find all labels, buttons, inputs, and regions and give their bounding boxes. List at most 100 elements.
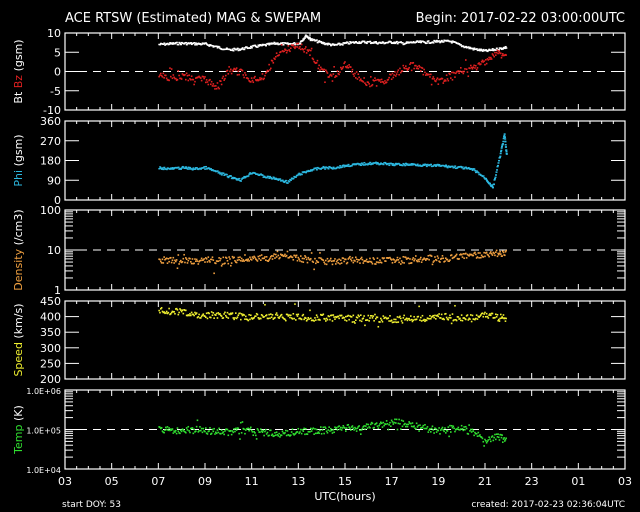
data-point bbox=[198, 313, 200, 316]
data-point bbox=[404, 318, 406, 321]
begin-time: Begin: 2017-02-22 03:00:00UTC bbox=[416, 11, 625, 26]
data-point bbox=[303, 51, 305, 53]
data-point bbox=[249, 428, 251, 430]
x-tick-label: 03 bbox=[618, 475, 632, 488]
data-point bbox=[268, 63, 270, 66]
data-point bbox=[340, 66, 342, 69]
data-point bbox=[193, 42, 196, 44]
data-point bbox=[195, 76, 198, 79]
data-point bbox=[295, 254, 298, 257]
data-point bbox=[359, 79, 361, 82]
data-point bbox=[460, 424, 463, 427]
data-point bbox=[395, 260, 397, 262]
data-point bbox=[419, 164, 422, 166]
data-point bbox=[310, 258, 312, 260]
data-point bbox=[322, 42, 325, 45]
data-point bbox=[315, 314, 318, 317]
data-point bbox=[345, 262, 348, 265]
data-point bbox=[161, 258, 164, 261]
data-point bbox=[231, 48, 234, 50]
data-point bbox=[345, 315, 347, 318]
data-point bbox=[467, 75, 470, 78]
data-point bbox=[363, 425, 365, 427]
data-point bbox=[348, 318, 350, 321]
data-point bbox=[395, 318, 397, 321]
data-point bbox=[479, 252, 481, 254]
data-point bbox=[473, 318, 475, 321]
data-point bbox=[238, 73, 240, 76]
data-point bbox=[271, 178, 274, 180]
data-point bbox=[209, 78, 211, 81]
data-point bbox=[332, 428, 335, 431]
data-point bbox=[470, 428, 472, 431]
data-point bbox=[305, 427, 307, 430]
data-point bbox=[158, 167, 161, 170]
data-point bbox=[357, 259, 360, 261]
data-point bbox=[354, 260, 356, 262]
data-point bbox=[188, 314, 190, 317]
data-point bbox=[334, 318, 336, 320]
data-point bbox=[447, 426, 450, 428]
data-point bbox=[168, 307, 170, 310]
data-point bbox=[435, 259, 438, 262]
data-point bbox=[179, 432, 181, 435]
data-point bbox=[226, 311, 229, 314]
data-point bbox=[342, 257, 345, 260]
data-point bbox=[195, 312, 198, 314]
data-point bbox=[450, 42, 453, 44]
data-point bbox=[488, 436, 490, 439]
data-point bbox=[300, 260, 303, 263]
data-point bbox=[366, 261, 369, 263]
data-point bbox=[405, 258, 408, 260]
data-point bbox=[331, 263, 334, 266]
data-point bbox=[377, 78, 380, 81]
data-point bbox=[276, 54, 279, 57]
data-point bbox=[503, 46, 506, 49]
data-point bbox=[333, 260, 335, 262]
data-point bbox=[395, 418, 398, 421]
data-point bbox=[322, 259, 325, 262]
data-point bbox=[334, 258, 336, 260]
data-point bbox=[477, 49, 480, 52]
data-point bbox=[220, 429, 223, 432]
data-point bbox=[420, 41, 422, 44]
data-point bbox=[446, 318, 449, 320]
data-point bbox=[290, 314, 292, 317]
data-point bbox=[478, 316, 480, 318]
data-point bbox=[269, 317, 271, 320]
data-point bbox=[159, 166, 162, 168]
data-point bbox=[236, 316, 239, 318]
data-point bbox=[423, 164, 426, 166]
data-point bbox=[197, 42, 200, 45]
data-point bbox=[185, 258, 188, 260]
data-point bbox=[191, 313, 194, 316]
data-point bbox=[183, 430, 185, 433]
data-point bbox=[189, 313, 191, 315]
data-point bbox=[200, 259, 202, 262]
data-point bbox=[225, 173, 228, 176]
data-point bbox=[487, 439, 490, 441]
series-density bbox=[158, 249, 507, 275]
data-point bbox=[202, 427, 205, 430]
data-point bbox=[265, 433, 268, 435]
data-point bbox=[355, 256, 357, 259]
data-point bbox=[215, 262, 217, 265]
data-point bbox=[380, 421, 382, 424]
data-point bbox=[165, 428, 168, 431]
data-point bbox=[329, 259, 331, 262]
data-point bbox=[414, 163, 417, 166]
data-point bbox=[442, 317, 445, 320]
data-point bbox=[205, 312, 208, 315]
data-point bbox=[191, 258, 194, 260]
data-point bbox=[289, 50, 291, 53]
data-point bbox=[327, 260, 330, 263]
data-point bbox=[185, 72, 188, 75]
data-point bbox=[421, 314, 424, 317]
data-point bbox=[346, 65, 349, 67]
data-point bbox=[338, 73, 340, 76]
data-point bbox=[189, 431, 191, 434]
data-point bbox=[446, 78, 449, 80]
data-point bbox=[176, 267, 179, 270]
data-point bbox=[366, 164, 369, 166]
data-point bbox=[241, 69, 244, 72]
